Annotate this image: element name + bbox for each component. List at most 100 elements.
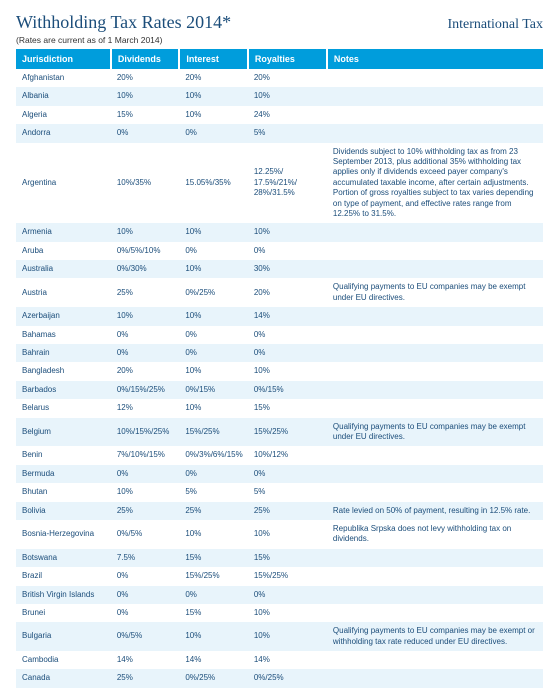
cell-dividends: 20%	[111, 69, 180, 87]
cell-interest: 0%	[179, 586, 248, 604]
cell-jurisdiction: Bahamas	[16, 326, 111, 344]
cell-notes	[327, 87, 543, 105]
cell-notes	[327, 549, 543, 567]
table-row: Algeria15%10%24%	[16, 106, 543, 124]
cell-dividends: 10%	[111, 223, 180, 241]
cell-dividends: 25%	[111, 278, 180, 307]
cell-dividends: 15%	[111, 106, 180, 124]
cell-interest: 10%	[179, 87, 248, 105]
cell-royalties: 15%/25%	[248, 418, 327, 447]
cell-interest: 10%	[179, 307, 248, 325]
table-row: Australia0%/30%10%30%	[16, 260, 543, 278]
cell-notes	[327, 669, 543, 687]
col-dividends: Dividends	[111, 49, 180, 69]
table-row: Cambodia14%14%14%	[16, 651, 543, 669]
cell-royalties: 15%	[248, 549, 327, 567]
cell-interest: 15%/25%	[179, 418, 248, 447]
cell-jurisdiction: Austria	[16, 278, 111, 307]
cell-dividends: 10%	[111, 483, 180, 501]
cell-royalties: 10%	[248, 223, 327, 241]
cell-dividends: 0%/5%/10%	[111, 242, 180, 260]
cell-royalties: 10%/12%	[248, 446, 327, 464]
cell-royalties: 0%	[248, 586, 327, 604]
cell-royalties: 14%	[248, 307, 327, 325]
cell-notes: Rate levied on 50% of payment, resulting…	[327, 502, 543, 520]
col-interest: Interest	[179, 49, 248, 69]
cell-notes	[327, 124, 543, 142]
cell-dividends: 0%	[111, 586, 180, 604]
cell-notes	[327, 483, 543, 501]
cell-notes	[327, 381, 543, 399]
cell-dividends: 0%/5%	[111, 622, 180, 651]
cell-notes	[327, 604, 543, 622]
table-row: Benin7%/10%/15%0%/3%/6%/15%10%/12%	[16, 446, 543, 464]
cell-interest: 10%	[179, 622, 248, 651]
cell-notes	[327, 446, 543, 464]
cell-royalties: 20%	[248, 278, 327, 307]
cell-notes: Republika Srpska does not levy withholdi…	[327, 520, 543, 549]
table-row: Bosnia-Herzegovina0%/5%10%10%Republika S…	[16, 520, 543, 549]
cell-dividends: 0%	[111, 326, 180, 344]
cell-jurisdiction: Canada	[16, 669, 111, 687]
table-row: Botswana7.5%15%15%	[16, 549, 543, 567]
cell-jurisdiction: Azerbaijan	[16, 307, 111, 325]
cell-notes	[327, 307, 543, 325]
cell-jurisdiction: British Virgin Islands	[16, 586, 111, 604]
cell-dividends: 25%	[111, 669, 180, 687]
cell-royalties: 10%	[248, 604, 327, 622]
cell-royalties: 12.25%/ 17.5%/21%/ 28%/31.5%	[248, 143, 327, 224]
cell-interest: 10%	[179, 106, 248, 124]
cell-jurisdiction: Australia	[16, 260, 111, 278]
cell-notes	[327, 362, 543, 380]
table-row: Bahamas0%0%0%	[16, 326, 543, 344]
table-row: Bangladesh20%10%10%	[16, 362, 543, 380]
cell-dividends: 10%/15%/25%	[111, 418, 180, 447]
cell-interest: 10%	[179, 223, 248, 241]
cell-interest: 0%	[179, 242, 248, 260]
cell-dividends: 20%	[111, 362, 180, 380]
cell-interest: 20%	[179, 69, 248, 87]
cell-royalties: 0%	[248, 326, 327, 344]
cell-royalties: 15%	[248, 399, 327, 417]
cell-dividends: 7.5%	[111, 549, 180, 567]
cell-jurisdiction: Belarus	[16, 399, 111, 417]
cell-jurisdiction: Andorra	[16, 124, 111, 142]
table-row: Albania10%10%10%	[16, 87, 543, 105]
cell-dividends: 0%	[111, 567, 180, 585]
cell-royalties: 14%	[248, 651, 327, 669]
cell-jurisdiction: Algeria	[16, 106, 111, 124]
cell-dividends: 10%	[111, 307, 180, 325]
cell-royalties: 0%	[248, 242, 327, 260]
table-row: Andorra0%0%5%	[16, 124, 543, 142]
cell-notes	[327, 465, 543, 483]
table-row: Bhutan10%5%5%	[16, 483, 543, 501]
cell-royalties: 0%/25%	[248, 669, 327, 687]
table-row: Barbados0%/15%/25%0%/15%0%/15%	[16, 381, 543, 399]
cell-interest: 10%	[179, 260, 248, 278]
header-row: Withholding Tax Rates 2014* Internationa…	[16, 12, 543, 33]
cell-royalties: 0%	[248, 465, 327, 483]
cell-jurisdiction: Cambodia	[16, 651, 111, 669]
cell-interest: 0%	[179, 124, 248, 142]
cell-notes	[327, 567, 543, 585]
cell-jurisdiction: Belgium	[16, 418, 111, 447]
cell-interest: 0%	[179, 326, 248, 344]
table-row: Bulgaria0%/5%10%10%Qualifying payments t…	[16, 622, 543, 651]
table-row: Belgium10%/15%/25%15%/25%15%/25%Qualifyi…	[16, 418, 543, 447]
cell-jurisdiction: Albania	[16, 87, 111, 105]
cell-royalties: 15%/25%	[248, 567, 327, 585]
cell-interest: 15.05%/35%	[179, 143, 248, 224]
cell-interest: 15%	[179, 604, 248, 622]
table-row: British Virgin Islands0%0%0%	[16, 586, 543, 604]
cell-dividends: 10%/35%	[111, 143, 180, 224]
cell-jurisdiction: Bangladesh	[16, 362, 111, 380]
cell-jurisdiction: Bermuda	[16, 465, 111, 483]
cell-dividends: 0%/15%/25%	[111, 381, 180, 399]
table-row: Armenia10%10%10%	[16, 223, 543, 241]
cell-jurisdiction: Bhutan	[16, 483, 111, 501]
col-notes: Notes	[327, 49, 543, 69]
cell-interest: 5%	[179, 483, 248, 501]
asof-note: (Rates are current as of 1 March 2014)	[16, 35, 543, 45]
cell-dividends: 0%	[111, 604, 180, 622]
table-row: Brunei0%15%10%	[16, 604, 543, 622]
